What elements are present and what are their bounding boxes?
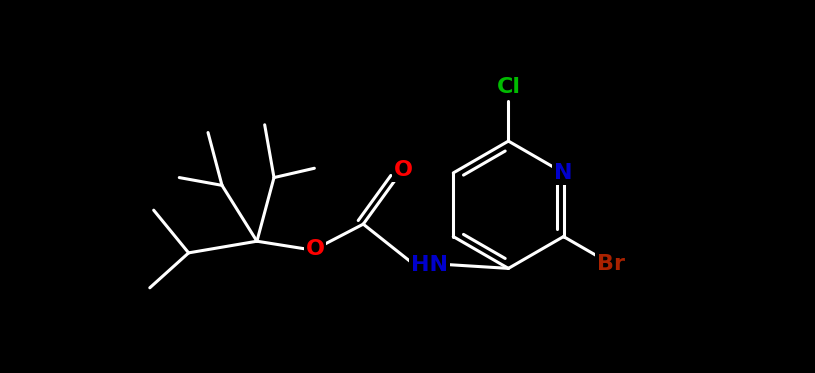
Text: HN: HN <box>411 254 447 275</box>
Text: N: N <box>554 163 573 183</box>
Text: O: O <box>394 160 413 180</box>
Text: O: O <box>306 239 324 259</box>
Text: Br: Br <box>597 254 624 274</box>
Text: Cl: Cl <box>496 77 521 97</box>
